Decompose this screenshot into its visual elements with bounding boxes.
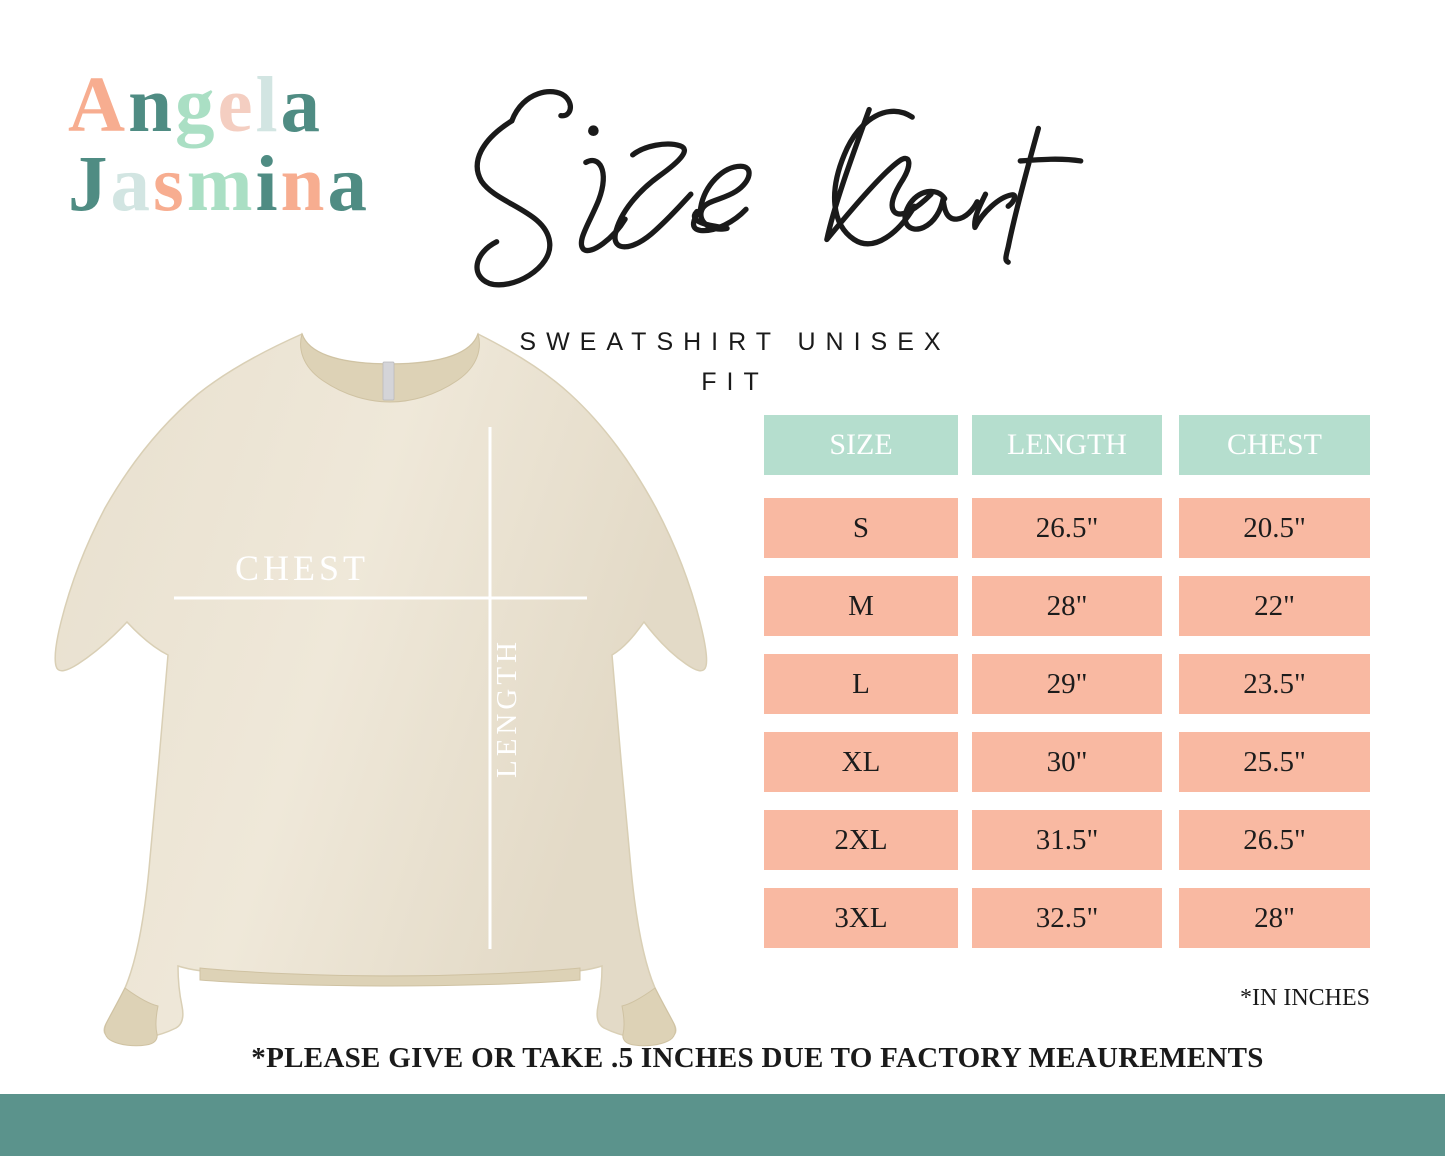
svg-text:LENGTH: LENGTH bbox=[491, 638, 523, 778]
svg-text:CHEST: CHEST bbox=[235, 548, 369, 588]
